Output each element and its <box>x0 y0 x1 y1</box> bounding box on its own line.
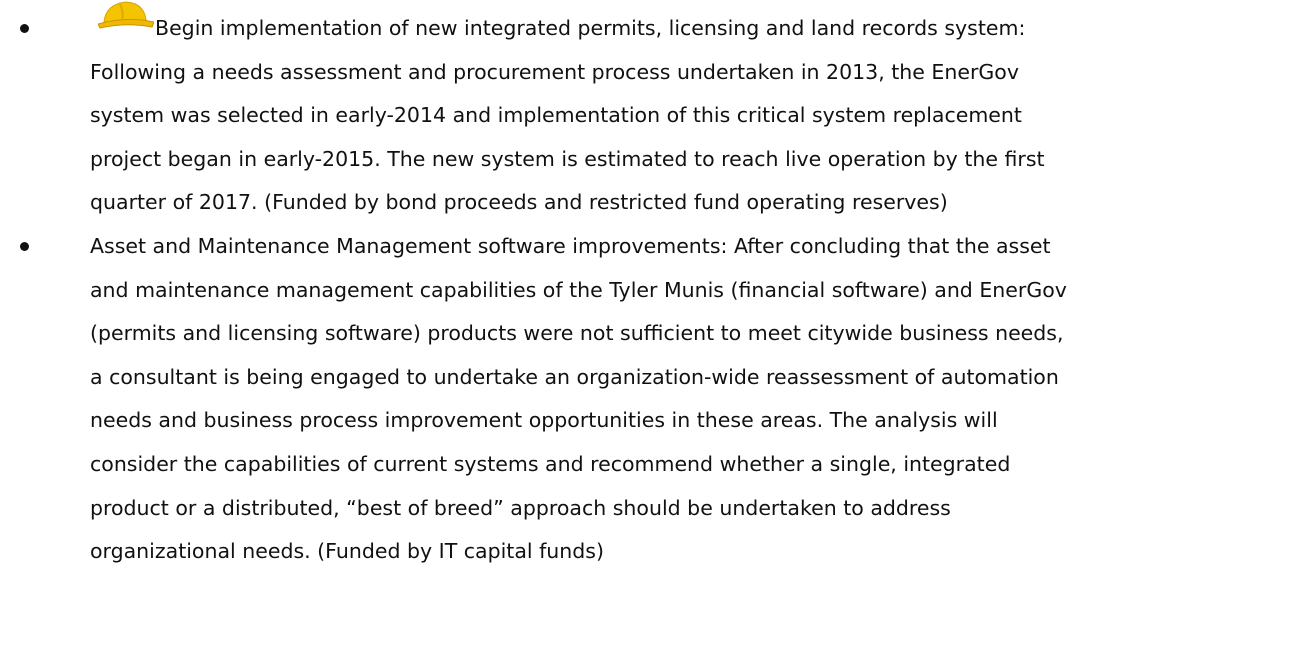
text-line: and maintenance management capabilities … <box>90 277 1067 302</box>
bullet <box>20 242 29 251</box>
hard-hat-icon <box>98 1 154 29</box>
text-line: quarter of 2017. (Funded by bond proceed… <box>90 190 948 215</box>
text-line: organizational needs. (Funded by IT capi… <box>90 539 604 564</box>
text-line: Asset and Maintenance Management softwar… <box>90 234 1051 258</box>
text-line: product or a distributed, “best of breed… <box>90 495 951 520</box>
text-line: Following a needs assessment and procure… <box>90 59 1019 84</box>
text-line: (permits and licensing software) product… <box>90 321 1064 346</box>
bullet <box>20 24 29 33</box>
text-line: Begin implementation of new integrated p… <box>155 16 1026 40</box>
text-line: project began in early-2015. The new sys… <box>90 146 1045 171</box>
text-line: consider the capabilities of current sys… <box>90 452 1011 476</box>
text-line: a consultant is being engaged to underta… <box>90 364 1059 389</box>
text-line: system was selected in early-2014 and im… <box>90 103 1022 128</box>
text-line: needs and business process improvement o… <box>90 408 998 433</box>
